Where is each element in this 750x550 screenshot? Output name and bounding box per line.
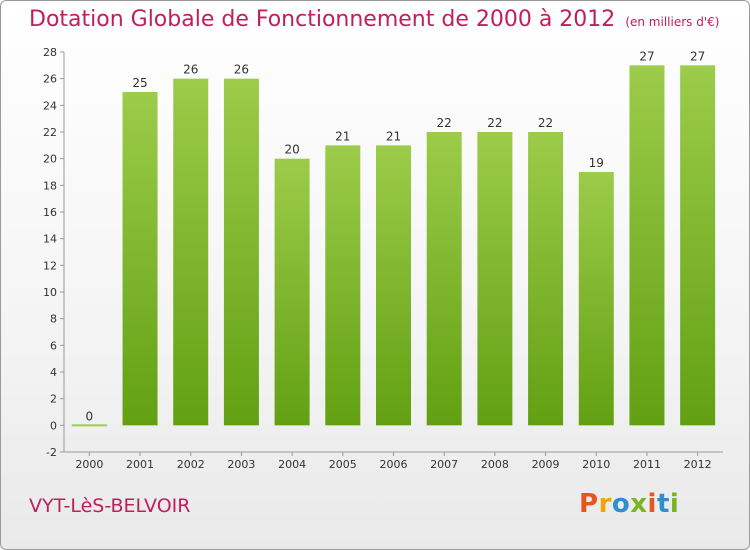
- x-tick-label: 2007: [430, 458, 458, 471]
- chart-bars: [71, 65, 716, 427]
- y-tick-label: 2: [50, 393, 57, 406]
- y-tick-label: 4: [50, 366, 57, 379]
- x-tick-label: 2004: [278, 458, 306, 471]
- data-label: 22: [538, 116, 553, 130]
- data-label: 27: [639, 49, 654, 63]
- y-tick-label: -2: [46, 446, 57, 459]
- bar: [426, 132, 462, 426]
- x-tick-label: 2008: [481, 458, 509, 471]
- y-tick-label: 8: [50, 313, 57, 326]
- y-tick-label: 6: [50, 339, 57, 352]
- x-tick-label: 2011: [633, 458, 661, 471]
- y-tick-label: 24: [43, 99, 57, 112]
- data-label: 19: [589, 156, 604, 170]
- bar: [477, 132, 513, 426]
- data-label: 21: [335, 129, 350, 143]
- bar: [629, 65, 665, 426]
- data-label: 0: [86, 409, 94, 423]
- data-label: 20: [284, 143, 299, 157]
- data-label: 27: [690, 49, 705, 63]
- logo-letter: t: [656, 489, 670, 519]
- y-tick-label: 0: [50, 419, 57, 432]
- chart-subtitle: (en milliers d'€): [625, 15, 720, 29]
- data-label: 21: [386, 129, 401, 143]
- bar: [122, 92, 158, 426]
- bar: [223, 78, 259, 426]
- chart-labels: 0 2000 25 2001 26 2002 26 2003 20 2004 21 2005 21 200…: [75, 49, 711, 471]
- data-label: 26: [234, 63, 249, 77]
- y-tick-label: 16: [43, 206, 57, 219]
- x-tick-label: 2001: [126, 458, 154, 471]
- logo-letter: x: [630, 489, 648, 519]
- data-label: 25: [132, 76, 147, 90]
- y-tick-label: 10: [43, 286, 57, 299]
- x-tick-label: 2005: [329, 458, 357, 471]
- logo-letter: i: [669, 489, 680, 519]
- commune-name: VYT-LèS-BELVOIR: [29, 495, 191, 517]
- chart-title: Dotation Globale de Fonctionnement de 20…: [29, 7, 719, 32]
- y-tick-label: 12: [43, 259, 57, 272]
- proxiti-logo: Proxiti: [579, 489, 679, 519]
- bar: [274, 158, 310, 426]
- y-tick-label: 20: [43, 153, 57, 166]
- bar: [173, 78, 209, 426]
- logo-letter: P: [579, 489, 599, 519]
- y-tick-label: 26: [43, 73, 57, 86]
- x-tick-label: 2009: [532, 458, 560, 471]
- bar: [528, 132, 564, 426]
- x-tick-label: 2003: [227, 458, 255, 471]
- bar: [376, 145, 411, 426]
- data-label: 26: [183, 63, 198, 77]
- bar: [578, 172, 614, 426]
- y-tick-label: 14: [43, 233, 57, 246]
- y-tick-label: 22: [43, 126, 57, 139]
- x-tick-label: 2006: [380, 458, 408, 471]
- y-tick-label: 18: [43, 179, 57, 192]
- data-label: 22: [437, 116, 452, 130]
- x-tick-label: 2002: [177, 458, 205, 471]
- x-tick-label: 2012: [684, 458, 712, 471]
- x-tick-label: 2010: [582, 458, 610, 471]
- chart-title-text: Dotation Globale de Fonctionnement de 20…: [29, 7, 616, 32]
- logo-letter: i: [647, 489, 657, 519]
- bar: [71, 424, 107, 427]
- logo-letter: r: [598, 489, 612, 519]
- data-label: 22: [487, 116, 502, 130]
- bar: [325, 145, 361, 426]
- bar: [680, 65, 716, 426]
- logo-letter: o: [611, 489, 631, 519]
- x-tick-label: 2000: [75, 458, 103, 471]
- y-tick-label: 28: [43, 46, 57, 59]
